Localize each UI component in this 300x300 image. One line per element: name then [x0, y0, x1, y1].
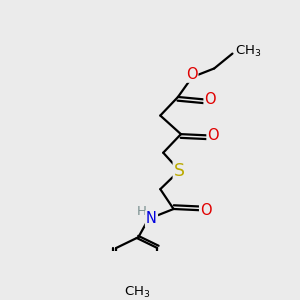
Text: O: O [200, 203, 212, 218]
Text: CH$_3$: CH$_3$ [124, 285, 150, 300]
Text: O: O [208, 128, 219, 143]
Text: O: O [205, 92, 216, 107]
Text: S: S [174, 162, 185, 180]
Text: H: H [137, 205, 147, 218]
Text: O: O [186, 67, 197, 82]
Text: N: N [146, 212, 157, 226]
Text: CH$_3$: CH$_3$ [236, 44, 262, 59]
